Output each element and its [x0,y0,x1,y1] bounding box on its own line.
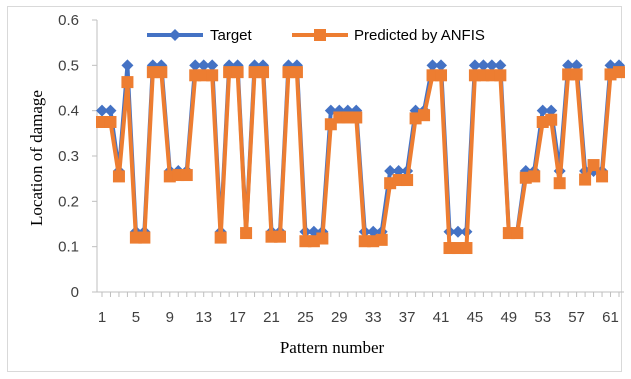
data-point [528,170,541,183]
data-point [104,116,117,128]
x-tick-label: 53 [534,309,551,326]
data-point [324,118,337,131]
data-point [613,66,625,79]
x-tick-label: 5 [132,309,140,326]
legend-item-target: Target [147,27,253,44]
x-axis-title: Pattern number [280,338,385,357]
x-tick-label: 13 [195,309,212,326]
x-tick-label: 33 [365,309,382,326]
data-point [545,113,558,126]
data-point [587,159,600,172]
data-point [240,227,253,240]
data-point [121,76,134,89]
series-line [102,70,620,251]
data-point [477,59,490,72]
data-point [468,59,481,72]
legend-label-predicted: Predicted by ANFIS [354,27,485,44]
data-point [112,170,125,183]
x-tick-label: 29 [331,309,348,326]
legend: Target Predicted by ANFIS [147,27,485,44]
data-point [180,169,193,182]
data-point [375,233,388,246]
data-point [384,164,397,177]
x-axis: 1 5 9 13 17 21 25 29 33 37 41 45 49 53 57 61 [97,291,624,326]
data-point [545,104,558,117]
data-point [214,231,227,244]
legend-item-predicted: Predicted by ANFIS [292,27,485,44]
data-point [96,104,108,117]
y-tick-label: 0.4 [58,103,79,120]
data-point [511,227,524,240]
y-axis: 0 0.1 0.2 0.3 0.4 0.5 0.6 [58,12,98,301]
data-point [257,66,270,79]
data-point [562,59,575,72]
data-point [494,69,507,82]
y-tick-label: 0.1 [58,239,79,256]
y-tick-label: 0.6 [58,12,79,29]
data-point [435,59,448,72]
data-point [426,59,439,72]
y-tick-label: 0 [71,284,79,301]
series-target [96,59,625,238]
data-point [485,59,498,72]
data-point [155,66,168,79]
data-point [579,173,592,186]
x-tick-label: 61 [602,309,619,326]
data-point [494,59,507,72]
data-point [418,109,431,122]
data-point [460,242,473,255]
x-tick-label: 41 [433,309,450,326]
data-point [553,177,566,190]
data-point [570,68,583,81]
chart-frame [7,6,622,372]
data-point [570,59,583,72]
legend-label-target: Target [210,27,253,44]
y-tick-label: 0.3 [58,148,79,165]
x-tick-label: 25 [297,309,314,326]
x-tick-label: 21 [263,309,280,326]
plot-area [96,59,625,255]
data-point [104,104,117,117]
data-point [316,232,329,245]
legend-marker-target [169,29,181,41]
legend-marker-predicted [314,29,326,41]
data-point [350,111,363,124]
data-point [273,230,286,243]
y-tick-label: 0.5 [58,57,79,74]
x-tick-label: 37 [399,309,416,326]
x-tick-label: 49 [500,309,517,326]
data-point [401,174,414,187]
x-tick-label: 9 [166,309,174,326]
x-tick-label: 45 [467,309,484,326]
x-tick-label: 57 [568,309,585,326]
data-point [435,69,448,82]
data-point [596,170,609,183]
data-point [231,66,244,79]
data-point [536,104,549,117]
data-point [189,59,202,72]
data-point [290,66,303,79]
y-tick-label: 0.2 [58,193,79,210]
data-point [206,69,219,82]
x-tick-label: 17 [229,309,246,326]
x-tick-label: 1 [98,309,106,326]
data-point [392,164,405,177]
data-point [197,59,210,72]
data-point [138,231,151,244]
data-point [121,59,134,72]
data-point [206,59,219,72]
series-predicted [96,66,625,255]
y-axis-title: Location of damage [27,90,46,226]
data-point [451,225,464,238]
